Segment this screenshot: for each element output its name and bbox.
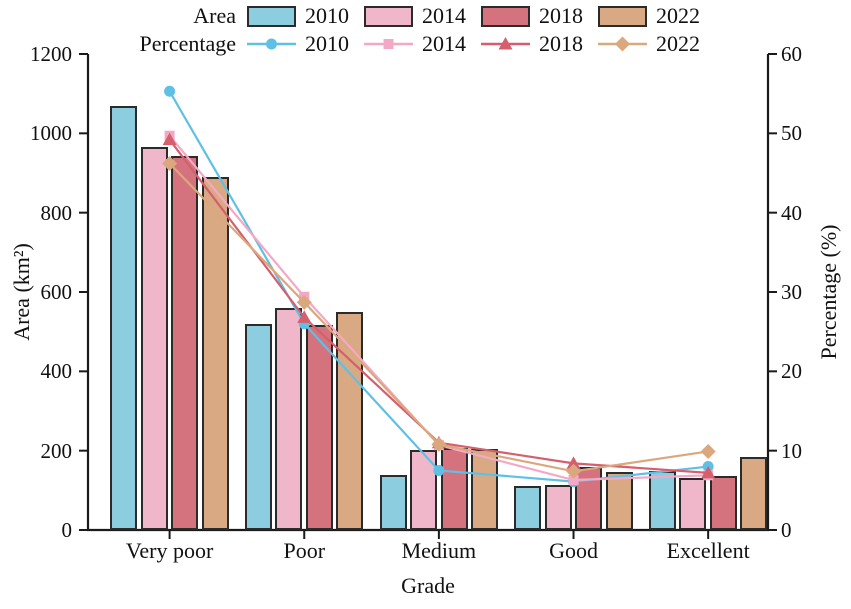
legend-percentage-label: Percentage xyxy=(139,31,237,56)
y-right-tick-label: 50 xyxy=(781,121,802,146)
legend-entry-area-2010: 2010 xyxy=(247,3,349,29)
legend-marker-diamond-icon xyxy=(598,35,647,53)
legend-year-label: 2018 xyxy=(539,31,583,56)
legend-entry-percentage-2018: 2018 xyxy=(481,31,583,57)
marker-2018-poor xyxy=(297,310,312,323)
legend-marker-triangle-icon xyxy=(481,35,530,53)
legend-year-label: 2010 xyxy=(305,3,349,28)
legend-entry-area-2018: 2018 xyxy=(481,3,583,29)
legend-row-percentage: Percentage 2010 2014 2018 2022 xyxy=(108,30,715,58)
legend-year-label: 2014 xyxy=(422,31,466,56)
y-right-tick-label: 0 xyxy=(781,518,792,542)
legend-year-label: 2010 xyxy=(305,31,349,56)
legend-entry-percentage-2010: 2010 xyxy=(247,31,349,57)
legend-line-entries: 2010 2014 2018 2022 xyxy=(247,31,715,57)
y-left-tick-label: 1200 xyxy=(30,42,72,66)
bar-2018-very-poor xyxy=(171,155,199,530)
legend-year-label: 2022 xyxy=(656,3,700,28)
legend-marker-glyph xyxy=(498,37,513,50)
legend-entry-area-2022: 2022 xyxy=(598,3,700,29)
legend-swatch-2022 xyxy=(598,5,647,27)
bar-2014-good xyxy=(544,485,572,530)
marker-2022-good xyxy=(566,463,582,479)
bar-2018-good xyxy=(575,466,603,530)
y-left-tick-label: 800 xyxy=(40,200,73,225)
line-2018 xyxy=(168,139,709,474)
legend-swatch-2010 xyxy=(247,5,296,27)
x-tick-label-medium: Medium xyxy=(401,538,477,563)
legend-swatch-2014 xyxy=(364,5,413,27)
bar-2010-medium xyxy=(379,475,407,530)
y-left-tick-label: 600 xyxy=(40,280,73,304)
legend-marker-glyph xyxy=(615,36,630,52)
line-2022 xyxy=(168,162,709,473)
bar-2014-excellent xyxy=(679,477,707,530)
legend-swatch-2018 xyxy=(481,5,530,27)
marker-2022-poor xyxy=(296,294,312,310)
legend-year-label: 2022 xyxy=(656,31,700,56)
marker-2022-very-poor xyxy=(162,155,178,171)
y-left-tick-label: 1000 xyxy=(30,121,72,146)
y-right-tick-label: 10 xyxy=(781,438,802,463)
marker-2010-medium xyxy=(433,465,445,476)
legend-marker-circle-icon xyxy=(247,35,296,53)
bar-2014-very-poor xyxy=(140,147,168,530)
y-right-tick-label: 60 xyxy=(781,42,802,66)
legend-year-label: 2018 xyxy=(539,3,583,28)
legend: Area 2010 2014 2018 2022 Percentage 2010 201… xyxy=(108,2,715,58)
y-right-tick-label: 40 xyxy=(781,200,802,225)
marker-2014-good xyxy=(568,475,579,486)
bar-2018-excellent xyxy=(709,476,737,530)
bar-2022-very-poor xyxy=(201,177,229,530)
bar-2022-good xyxy=(605,471,633,530)
y-left-tick-label: 400 xyxy=(40,359,73,384)
legend-year-label: 2014 xyxy=(422,3,466,28)
bar-2010-good xyxy=(514,486,542,530)
legend-row-area: Area 2010 2014 2018 2022 xyxy=(108,2,715,30)
marker-2010-very-poor xyxy=(164,85,176,97)
x-tick-label-very-poor: Very poor xyxy=(125,538,214,563)
marker-2022-excellent xyxy=(700,443,716,459)
legend-entry-percentage-2014: 2014 xyxy=(364,31,466,57)
x-tick-label-poor: Poor xyxy=(283,538,326,563)
bar-2010-very-poor xyxy=(110,105,138,530)
bar-2022-excellent xyxy=(740,457,768,530)
bar-2014-poor xyxy=(275,307,303,530)
legend-entry-percentage-2022: 2022 xyxy=(598,31,700,57)
x-tick-label-good: Good xyxy=(549,538,598,563)
y-right-tick-label: 20 xyxy=(781,359,802,384)
legend-marker-glyph xyxy=(383,39,394,49)
y-right-tick-label: 30 xyxy=(781,280,802,304)
y-left-tick-label: 200 xyxy=(40,438,73,463)
marker-2018-very-poor xyxy=(162,132,177,146)
legend-entry-area-2014: 2014 xyxy=(364,3,466,29)
legend-area-label: Area xyxy=(193,3,236,28)
bar-2018-poor xyxy=(305,324,333,530)
legend-marker-glyph xyxy=(266,38,277,50)
marker-2022-medium xyxy=(431,436,447,452)
x-axis-label: Grade xyxy=(401,573,455,598)
x-tick-label-excellent: Excellent xyxy=(666,538,750,563)
marker-2018-good xyxy=(566,456,581,469)
bar-2010-poor xyxy=(244,323,272,530)
line-2014 xyxy=(168,135,709,482)
marker-2018-excellent xyxy=(701,465,716,479)
legend-marker-square-icon xyxy=(364,35,413,53)
y-left-tick-label: 0 xyxy=(61,518,73,542)
line-2010 xyxy=(168,90,709,483)
legend-bar-entries: 2010 2014 2018 2022 xyxy=(247,3,715,29)
